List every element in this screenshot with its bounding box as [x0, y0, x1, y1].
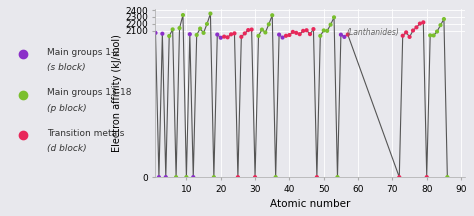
Point	[313, 175, 321, 179]
Point	[152, 31, 159, 35]
Point	[255, 34, 262, 38]
Point	[444, 175, 451, 179]
Text: (d block): (d block)	[47, 144, 87, 153]
Point	[427, 34, 434, 37]
Text: (p block): (p block)	[47, 103, 87, 113]
Point	[241, 32, 248, 35]
Point	[193, 33, 201, 37]
Text: Main groups 13-18: Main groups 13-18	[47, 88, 131, 97]
Point	[213, 33, 221, 36]
Point	[207, 12, 214, 15]
Point	[344, 33, 352, 36]
Point	[275, 33, 283, 36]
Point	[323, 29, 331, 33]
Point	[268, 14, 276, 17]
Point	[300, 29, 307, 33]
Point	[340, 35, 348, 39]
Point	[282, 34, 290, 38]
Point	[165, 34, 173, 38]
Point	[303, 29, 310, 32]
Text: (s block): (s block)	[47, 63, 86, 72]
Point	[231, 32, 238, 35]
Point	[182, 175, 190, 179]
Point	[317, 34, 324, 38]
Point	[155, 175, 163, 179]
Point	[237, 35, 245, 39]
Point	[413, 26, 420, 29]
Y-axis label: Electron affinity (kJ/mol): Electron affinity (kJ/mol)	[112, 34, 122, 152]
Point	[320, 29, 328, 32]
Point	[292, 31, 300, 35]
Point	[399, 34, 407, 37]
Point	[217, 36, 225, 40]
Point	[227, 33, 235, 36]
Point	[248, 28, 255, 31]
Point	[419, 21, 427, 24]
Point	[196, 27, 204, 30]
Point	[186, 32, 193, 36]
Point	[234, 175, 242, 179]
X-axis label: Atomic number: Atomic number	[270, 199, 350, 209]
Text: Transition metals: Transition metals	[47, 129, 124, 138]
Point	[296, 32, 303, 36]
Point	[416, 22, 424, 25]
Point	[286, 33, 293, 37]
Point	[245, 28, 252, 32]
Point	[258, 28, 266, 31]
Point	[327, 23, 334, 26]
Point	[330, 16, 338, 19]
Point	[224, 36, 231, 39]
Point	[179, 13, 187, 17]
Point	[169, 28, 176, 31]
Point	[172, 175, 180, 179]
Point	[433, 30, 441, 33]
Point	[210, 175, 218, 179]
Point	[159, 32, 166, 35]
Point	[440, 17, 448, 21]
Point	[220, 35, 228, 38]
Point	[272, 175, 280, 179]
Point	[176, 26, 183, 30]
Point	[251, 175, 259, 179]
Text: (Lanthanides): (Lanthanides)	[346, 28, 399, 37]
Point	[262, 31, 269, 34]
Point	[200, 31, 207, 35]
Point	[423, 175, 430, 179]
Point	[279, 36, 286, 39]
Point	[190, 175, 197, 179]
Point	[162, 175, 170, 179]
Point	[395, 175, 403, 179]
Point	[306, 32, 314, 36]
Point	[337, 33, 345, 37]
Point	[265, 23, 273, 26]
Point	[334, 175, 341, 179]
Point	[409, 29, 417, 32]
Text: Main groups 1-2: Main groups 1-2	[47, 48, 120, 57]
Point	[310, 27, 317, 31]
Point	[402, 31, 410, 34]
Point	[289, 30, 297, 34]
Point	[203, 22, 211, 26]
Point	[437, 23, 444, 27]
Point	[406, 35, 413, 39]
Point	[430, 34, 438, 37]
